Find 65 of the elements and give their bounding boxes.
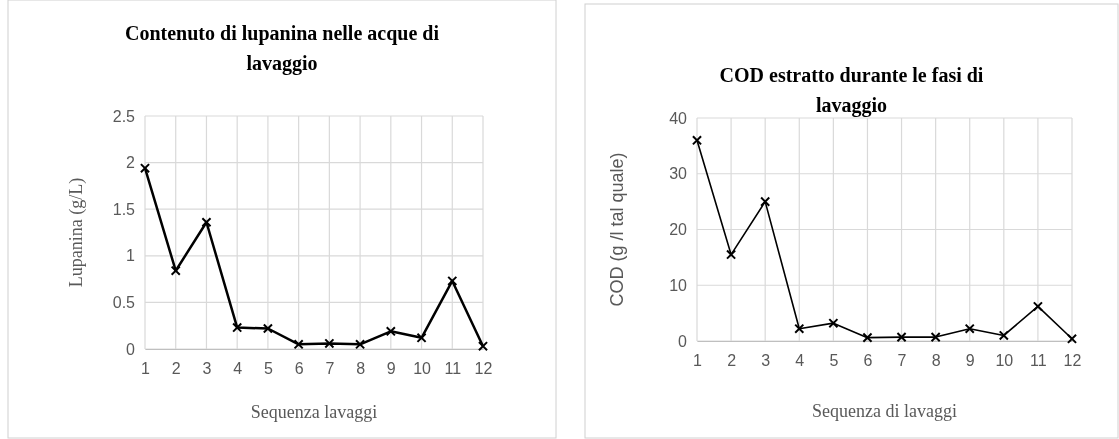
y-tick-label: 10	[669, 276, 688, 294]
x-tick-label: 9	[965, 352, 975, 370]
x-tick-label: 8	[356, 360, 366, 378]
chart-title: Contenuto di lupanina nelle acque di lavaggio	[125, 22, 440, 75]
x-tick-label: 1	[693, 352, 703, 370]
x-tick-label: 11	[1030, 352, 1047, 370]
y-tick-label: 2.5	[112, 107, 136, 125]
chart-title: COD estratto durante le fasi di lavaggio	[719, 64, 984, 117]
point	[324, 338, 335, 349]
x-tick-label: 5	[263, 360, 273, 378]
x-tick-label: 2	[171, 360, 181, 378]
point	[691, 135, 703, 146]
y-tick-label: 0.5	[112, 294, 136, 312]
x-tick-label: 1	[141, 360, 151, 378]
y-tick-label: 30	[669, 165, 688, 183]
y-tick-label: 0	[678, 332, 688, 350]
point	[794, 323, 805, 334]
x-tick-label: 4	[795, 352, 805, 370]
y-tick-label: 2	[126, 154, 136, 172]
point	[416, 332, 427, 343]
x-tick-label: 3	[761, 352, 771, 370]
y-tick-label: 20	[669, 221, 688, 239]
x-tick-label: 4	[233, 360, 243, 378]
point	[293, 339, 304, 350]
x-tick-label: 2	[727, 352, 737, 370]
x-axis-title: Sequenza di lavaggi	[812, 401, 957, 421]
point	[477, 341, 489, 352]
y-tick-label: 0	[126, 340, 136, 358]
y-axis-title: Lupanina (g/L)	[66, 177, 87, 288]
x-tick-label: 7	[325, 360, 335, 378]
y-tick-label: 40	[669, 109, 688, 127]
point	[170, 265, 181, 276]
x-tick-label: 5	[829, 352, 839, 370]
point	[1032, 301, 1043, 312]
point	[760, 196, 771, 207]
point	[1066, 333, 1078, 344]
y-axis-title: COD (g /l tal quale)	[607, 152, 627, 307]
point	[139, 163, 151, 174]
point	[447, 275, 458, 287]
point	[828, 318, 839, 329]
x-tick-label: 6	[863, 352, 873, 370]
point	[355, 339, 366, 350]
point	[930, 332, 941, 343]
point	[385, 326, 396, 337]
x-tick-label: 6	[294, 360, 304, 378]
x-tick-label: 10	[413, 360, 432, 378]
x-tick-label: 12	[474, 360, 493, 378]
x-tick-label: 11	[444, 360, 462, 378]
x-tick-label: 12	[1063, 352, 1082, 370]
point	[232, 322, 243, 333]
y-tick-label: 1.5	[112, 200, 136, 218]
x-axis-title: Sequenza lavaggi	[250, 402, 378, 422]
x-tick-label: 8	[931, 352, 941, 370]
point	[262, 323, 273, 334]
point	[896, 332, 907, 343]
y-tick-label: 1	[126, 247, 136, 265]
point	[726, 249, 737, 260]
x-tick-label: 7	[897, 352, 907, 370]
point	[964, 323, 975, 334]
x-tick-label: 9	[386, 360, 396, 378]
point	[998, 330, 1009, 341]
point	[862, 332, 873, 343]
point	[201, 217, 212, 228]
x-tick-label: 3	[202, 360, 212, 378]
x-tick-label: 10	[995, 352, 1014, 370]
